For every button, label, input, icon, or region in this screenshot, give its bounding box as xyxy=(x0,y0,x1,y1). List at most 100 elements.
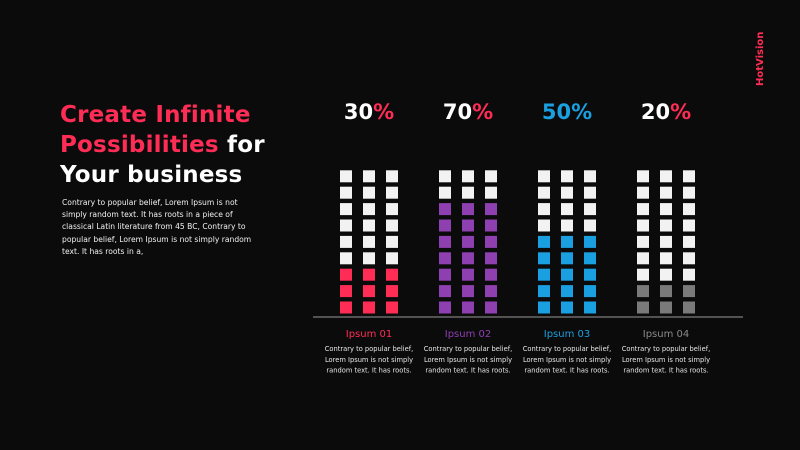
category-description-2: Contrary to popular belief, xyxy=(424,345,512,353)
category-description-1: Lorem Ipsum is not simply xyxy=(325,356,413,364)
bar-cell-2 xyxy=(462,186,474,199)
bar-cell-3 xyxy=(561,268,573,281)
category-description-3: Contrary to popular belief, xyxy=(523,345,611,353)
bar-cell-4 xyxy=(637,186,649,199)
bar-cell-2 xyxy=(439,186,451,199)
bar-cell-1 xyxy=(340,268,352,281)
bar-cell-2 xyxy=(485,203,497,216)
category-label-3: Ipsum 03 xyxy=(544,329,591,340)
bar-cell-4 xyxy=(683,219,695,232)
bar-cell-2 xyxy=(462,252,474,265)
headline-line-2-accent: Possibilities xyxy=(60,132,219,158)
bar-cell-3 xyxy=(538,252,550,265)
bar-cell-3 xyxy=(584,252,596,265)
bar-cell-2 xyxy=(439,285,451,298)
category-label-4: Ipsum 04 xyxy=(643,329,690,340)
bar-cell-3 xyxy=(584,285,596,298)
bar-cell-1 xyxy=(363,203,375,216)
bar-cell-3 xyxy=(561,235,573,248)
bar-cell-2 xyxy=(462,203,474,216)
bar-cell-2 xyxy=(485,252,497,265)
bar-cell-1 xyxy=(386,186,398,199)
category-description-3: Lorem Ipsum is not simply xyxy=(523,356,611,364)
bar-cell-4 xyxy=(683,186,695,199)
bar-cell-4 xyxy=(660,285,672,298)
bar-cell-2 xyxy=(462,235,474,248)
bar-cell-2 xyxy=(462,301,474,314)
category-description-1: Contrary to popular belief, xyxy=(325,345,413,353)
bar-cell-3 xyxy=(561,203,573,216)
bar-cell-1 xyxy=(340,252,352,265)
category-description-4: Lorem Ipsum is not simply xyxy=(622,356,710,364)
bar-cell-1 xyxy=(340,219,352,232)
bar-cell-1 xyxy=(363,252,375,265)
bar-cell-4 xyxy=(637,268,649,281)
value-label-4: 20% xyxy=(641,100,691,124)
bar-cell-4 xyxy=(637,170,649,183)
bar-cell-1 xyxy=(340,285,352,298)
bar-cell-2 xyxy=(485,186,497,199)
bar-cell-3 xyxy=(538,235,550,248)
bar-cell-3 xyxy=(561,301,573,314)
bar-cell-3 xyxy=(538,203,550,216)
headline-line-2-rest: for xyxy=(218,132,265,158)
bar-cell-4 xyxy=(637,285,649,298)
bar-cell-4 xyxy=(637,203,649,216)
bar-cell-1 xyxy=(386,268,398,281)
bar-cell-3 xyxy=(561,252,573,265)
bar-cell-1 xyxy=(363,235,375,248)
category-description-4: random text. It has roots. xyxy=(623,367,708,375)
bar-cell-1 xyxy=(386,252,398,265)
bar-cell-3 xyxy=(584,186,596,199)
bar-cell-4 xyxy=(660,170,672,183)
bar-cell-3 xyxy=(584,301,596,314)
bar-cell-2 xyxy=(462,268,474,281)
bar-cell-4 xyxy=(683,285,695,298)
bar-cell-3 xyxy=(584,203,596,216)
bar-cell-2 xyxy=(462,170,474,183)
bar-cell-4 xyxy=(660,203,672,216)
category-description-4: Contrary to popular belief, xyxy=(622,345,710,353)
bar-cell-1 xyxy=(363,285,375,298)
bar-cell-1 xyxy=(340,301,352,314)
bar-cell-2 xyxy=(485,170,497,183)
intro-paragraph: Contrary to popular belief, Lorem Ipsum … xyxy=(62,198,252,256)
headline-line-3: Your business xyxy=(60,162,243,188)
bar-cell-4 xyxy=(683,235,695,248)
bar-cell-3 xyxy=(538,268,550,281)
bar-cell-4 xyxy=(660,268,672,281)
headline-line-1: Create Infinite xyxy=(60,102,251,128)
bar-cell-1 xyxy=(340,186,352,199)
category-label-2: Ipsum 02 xyxy=(445,329,492,340)
bar-cell-2 xyxy=(439,268,451,281)
bar-cell-3 xyxy=(561,170,573,183)
bar-cell-3 xyxy=(584,235,596,248)
bar-cell-4 xyxy=(683,252,695,265)
bar-cell-2 xyxy=(439,170,451,183)
bar-cell-1 xyxy=(340,170,352,183)
bar-cell-2 xyxy=(462,219,474,232)
bar-cell-4 xyxy=(660,301,672,314)
category-description-3: random text. It has roots. xyxy=(524,367,609,375)
bar-cell-2 xyxy=(439,203,451,216)
bar-cell-4 xyxy=(683,268,695,281)
bar-cell-4 xyxy=(683,301,695,314)
bar-cell-3 xyxy=(584,170,596,183)
bar-cell-2 xyxy=(485,219,497,232)
bar-cell-4 xyxy=(660,219,672,232)
category-description-1: random text. It has roots. xyxy=(326,367,411,375)
bar-cell-3 xyxy=(538,285,550,298)
bar-cell-2 xyxy=(485,268,497,281)
headline-line-2: Possibilities for xyxy=(60,130,265,160)
value-label-2: 70% xyxy=(443,100,493,124)
bar-cell-2 xyxy=(439,252,451,265)
bar-cell-1 xyxy=(363,170,375,183)
bar-cell-3 xyxy=(538,186,550,199)
bar-cell-2 xyxy=(439,235,451,248)
bar-cell-3 xyxy=(538,219,550,232)
bar-cell-3 xyxy=(584,268,596,281)
bar-cell-1 xyxy=(386,235,398,248)
bar-cell-1 xyxy=(386,203,398,216)
bar-cell-3 xyxy=(561,186,573,199)
